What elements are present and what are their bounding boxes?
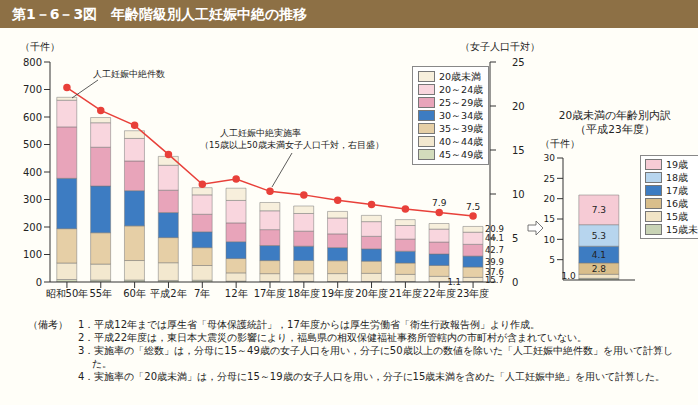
svg-text:10: 10 xyxy=(544,235,556,245)
html-text:2．平成22年度は，東日本大震災の影響により，福島県の相双保: 2．平成22年度は，東日本大震災の影響により，福島県の相双保健福祉事務所管轄内の… xyxy=(78,332,588,343)
svg-text:15.7: 15.7 xyxy=(484,274,504,285)
svg-text:60年: 60年 xyxy=(123,288,146,299)
svg-text:2.8: 2.8 xyxy=(592,264,607,274)
svg-text:25: 25 xyxy=(512,57,525,68)
svg-text:25: 25 xyxy=(544,174,555,184)
svg-text:500: 500 xyxy=(23,139,42,150)
html-text:18歳: 18歳 xyxy=(666,172,689,183)
svg-text:平成2年: 平成2年 xyxy=(150,288,186,299)
svg-text:20: 20 xyxy=(512,101,525,112)
html-text:4．実施率の「20歳未満」は，分母に15～19歳の女子人口を: 4．実施率の「20歳未満」は，分母に15～19歳の女子人口を用い，分子に15歳未… xyxy=(78,371,666,382)
svg-text:4.1: 4.1 xyxy=(592,250,606,260)
svg-text:10: 10 xyxy=(512,189,525,200)
svg-text:15: 15 xyxy=(512,145,525,156)
svg-text:39.9: 39.9 xyxy=(485,257,504,267)
html-text:1．平成12年までは厚生省「母体保護統計」，17年度からは厚: 1．平成12年までは厚生省「母体保護統計」，17年度からは厚生労働省「衛生行政報… xyxy=(78,319,540,330)
svg-text:昭和50年: 昭和50年 xyxy=(46,288,89,299)
html-text:35～39歳: 35～39歳 xyxy=(439,123,484,134)
svg-text:17年度: 17年度 xyxy=(254,288,287,299)
svg-text:800: 800 xyxy=(23,57,42,68)
svg-text:0: 0 xyxy=(512,277,518,288)
html-text:20歳未満: 20歳未満 xyxy=(439,71,482,82)
svg-text:55年: 55年 xyxy=(89,288,112,299)
html-text:20～24歳: 20～24歳 xyxy=(439,84,484,95)
svg-text:21年度: 21年度 xyxy=(389,288,422,299)
svg-text:1.1: 1.1 xyxy=(447,277,461,287)
svg-text:37.6: 37.6 xyxy=(485,267,504,277)
svg-text:0: 0 xyxy=(36,277,42,288)
svg-text:20: 20 xyxy=(544,194,556,204)
svg-text:700: 700 xyxy=(23,84,42,95)
svg-text:44.1: 44.1 xyxy=(485,233,504,243)
html-text:（女子人口千対）: （女子人口千対） xyxy=(460,41,540,52)
svg-text:7年: 7年 xyxy=(194,288,210,299)
html-text:30～34歳: 30～34歳 xyxy=(439,110,484,121)
html-text:（15歳以上50歳未満女子人口千対，右目盛）: （15歳以上50歳未満女子人口千対，右目盛） xyxy=(200,140,384,150)
svg-text:7.9: 7.9 xyxy=(432,198,447,208)
svg-text:400: 400 xyxy=(23,167,42,178)
svg-text:20年度: 20年度 xyxy=(355,288,388,299)
html-text:19歳: 19歳 xyxy=(666,159,689,170)
svg-text:200: 200 xyxy=(23,222,42,233)
svg-text:300: 300 xyxy=(23,194,42,205)
html-text:25～29歳: 25～29歳 xyxy=(439,97,484,108)
html-text:人工妊娠中絶実施率: 人工妊娠中絶実施率 xyxy=(220,128,301,138)
html-text:16歳: 16歳 xyxy=(666,198,689,209)
svg-text:100: 100 xyxy=(23,249,42,260)
html-text:（備考）: （備考） xyxy=(28,319,68,330)
html-text:（平成23年度）: （平成23年度） xyxy=(575,123,655,135)
svg-text:42.7: 42.7 xyxy=(485,245,504,255)
svg-text:7.5: 7.5 xyxy=(466,202,480,212)
svg-text:5.3: 5.3 xyxy=(592,231,606,241)
svg-text:23年度: 23年度 xyxy=(457,288,490,299)
svg-text:600: 600 xyxy=(23,112,42,123)
html-text:45～49歳: 45～49歳 xyxy=(439,149,484,160)
html-text:人工妊娠中絶件数: 人工妊娠中絶件数 xyxy=(93,69,165,79)
html-text:第1－6－3図 年齢階級別人工妊娠中絶の推移: 第1－6－3図 年齢階級別人工妊娠中絶の推移 xyxy=(12,6,308,22)
svg-text:18年度: 18年度 xyxy=(287,288,320,299)
svg-text:20.9: 20.9 xyxy=(485,224,504,234)
html-text:（千件）: （千件） xyxy=(20,41,60,52)
html-text:17歳: 17歳 xyxy=(666,185,689,196)
html-text:（千件）: （千件） xyxy=(540,138,580,149)
html-text:40～44歳: 40～44歳 xyxy=(439,136,484,147)
svg-text:7.3: 7.3 xyxy=(592,205,606,215)
html-text:15歳: 15歳 xyxy=(666,211,689,222)
svg-text:22年度: 22年度 xyxy=(423,288,456,299)
svg-text:15: 15 xyxy=(544,214,555,224)
svg-text:19年度: 19年度 xyxy=(321,288,354,299)
html-text:3．実施率の「総数」は，分母に15～49歳の女子人口を用い，: 3．実施率の「総数」は，分母に15～49歳の女子人口を用い，分子に50歳以上の数… xyxy=(78,345,673,369)
svg-text:5: 5 xyxy=(549,255,555,265)
svg-text:1.0: 1.0 xyxy=(562,271,577,281)
html-text:20歳未満の年齢別内訳: 20歳未満の年齢別内訳 xyxy=(558,109,672,121)
svg-text:12年: 12年 xyxy=(225,288,248,299)
svg-text:30: 30 xyxy=(544,153,556,163)
svg-text:5: 5 xyxy=(512,233,518,244)
